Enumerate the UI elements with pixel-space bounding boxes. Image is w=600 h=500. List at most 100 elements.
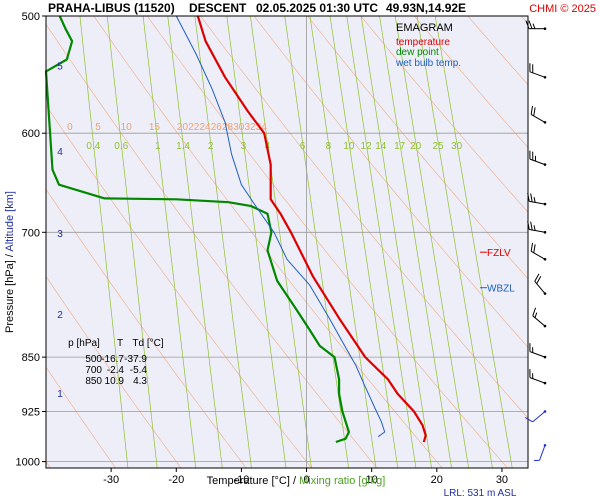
wind-barb-shaft <box>530 113 546 123</box>
mixing-ratio-line <box>226 16 287 468</box>
pressure-tick-label: 925 <box>22 406 40 418</box>
mixing-ratio-line <box>394 16 469 468</box>
mixing-ratio-line <box>167 16 223 468</box>
wind-barb-half <box>532 23 536 29</box>
mixing-ratio-line <box>284 16 349 468</box>
mixing-ratio-label: 14 <box>375 141 387 152</box>
mixing-ratio-label: 1.4 <box>176 141 190 152</box>
table-cell: -5.4 <box>130 365 148 376</box>
table-cell: 850 <box>85 376 102 387</box>
pressure-tick-label: 1000 <box>16 457 40 469</box>
wind-barb <box>534 443 547 462</box>
station-title: PRAHA-LIBUS (11520) <box>48 1 175 15</box>
y-axis-label-pressure: Pressure [hPa] <box>4 257 16 333</box>
wind-barb-flag <box>525 20 530 29</box>
mixing-ratio-label: 6 <box>300 141 306 152</box>
theta-label: 28 <box>222 122 234 133</box>
wind-barb-shaft <box>532 315 546 327</box>
legend-wet-bulb: wet bulb temp. <box>395 58 461 69</box>
table-header: p [hPa] <box>68 338 100 349</box>
table-header: T <box>117 338 123 349</box>
wind-barb-dot <box>543 202 547 206</box>
y-axis-label-separator: / <box>4 252 16 258</box>
wind-barb <box>534 273 547 295</box>
wind-barb-dot <box>543 443 547 447</box>
x-tick-label: -20 <box>168 474 184 486</box>
x-tick-label: 20 <box>431 474 443 486</box>
x-tick-label: 10 <box>366 474 378 486</box>
theta-label: 22 <box>188 122 200 133</box>
legend-dew-point: dew point <box>396 47 439 58</box>
series-wet-bulb-temp-line <box>175 15 386 438</box>
mixing-ratio-line <box>250 16 312 468</box>
plot-frame <box>45 15 529 469</box>
dry-adiabat <box>307 16 528 280</box>
sounding-mode: DESCENT <box>189 1 247 15</box>
mixing-ratio-label: 17 <box>394 141 406 152</box>
mixing-ratio-label: 0.6 <box>114 141 128 152</box>
table-cell: -16.7 <box>101 354 124 365</box>
x-tick-label: -10 <box>233 474 249 486</box>
mixing-ratio-line <box>346 16 417 468</box>
y-axis-label: Pressure [hPa] / Altitude [km] <box>4 191 16 333</box>
wind-barb <box>530 105 547 124</box>
theta-label: 32 <box>245 122 257 133</box>
lrl-label: LRL: 531 m ASL <box>444 488 517 499</box>
pressure-tick-label: 500 <box>22 11 40 23</box>
station-coords: 49.93N,14.92E <box>386 1 466 15</box>
table-cell: -2.4 <box>107 365 125 376</box>
wind-barb-dot <box>543 292 547 295</box>
wind-barb-dot <box>543 324 547 328</box>
mixing-ratio-line <box>379 16 452 468</box>
altitude-tick-label: 1 <box>57 389 63 400</box>
mixing-ratio-label: 10 <box>343 141 355 152</box>
wind-barb-flag <box>525 417 533 423</box>
copyright: CHMI © 2025 <box>529 3 596 15</box>
theta-label: 26 <box>211 122 223 133</box>
pressure-tick-label: 850 <box>22 352 40 364</box>
plot-background <box>46 16 528 468</box>
x-axis-label: Temperature [°C] / Mixing ratio [g/kg] <box>207 475 386 487</box>
wind-barb <box>525 410 547 423</box>
wind-barb-dot <box>543 121 547 124</box>
theta-label: 30 <box>233 122 245 133</box>
wind-barb-dot <box>543 257 547 261</box>
legend-temperature: temperature <box>396 37 450 48</box>
mixing-ratio-label: 0.4 <box>86 141 100 152</box>
wind-barb-flag <box>536 275 542 284</box>
wind-barb <box>529 63 547 79</box>
dry-adiabat <box>575 16 600 468</box>
wind-barb <box>527 221 547 234</box>
wind-barb-flag <box>532 307 537 316</box>
mixing-ratio-label: 3 <box>241 141 247 152</box>
x-tick-label: 0 <box>303 474 309 486</box>
table-cell: 10.9 <box>105 376 125 387</box>
mixing-ratio-line <box>309 16 377 468</box>
mixing-ratio-label: 2 <box>208 141 214 152</box>
wind-barb-dot <box>543 27 547 30</box>
wind-barb <box>530 242 547 261</box>
table-cell: 4.3 <box>133 376 147 387</box>
wind-barb-shaft <box>534 281 546 294</box>
wind-barb-flag <box>530 193 533 202</box>
mixing-ratio-label: 25 <box>432 141 444 152</box>
mixing-ratio-line <box>434 16 513 468</box>
wind-barb-flag <box>530 242 534 252</box>
legend-title: EMAGRAM <box>396 22 453 34</box>
table-header: Td [°C] <box>132 338 163 349</box>
wind-barb-half <box>534 459 540 462</box>
x-tick-label: 30 <box>496 474 508 486</box>
wind-barb-half <box>534 155 537 162</box>
wind-barb-flag <box>529 63 531 72</box>
wind-barb-shaft <box>529 229 546 233</box>
mixing-ratio-line <box>106 16 158 468</box>
x-axis-label-mixing: Mixing ratio [g/kg] <box>299 475 385 487</box>
wind-barb-dot <box>543 355 547 359</box>
mixing-ratio-label: 20 <box>410 141 422 152</box>
theta-label: 24 <box>199 122 211 133</box>
mixing-ratio-line <box>142 16 197 468</box>
wind-barb-dot <box>543 76 547 79</box>
wind-barb-flag <box>534 273 540 282</box>
theta-label: 15 <box>149 122 161 133</box>
wind-barb-flag <box>529 150 531 160</box>
